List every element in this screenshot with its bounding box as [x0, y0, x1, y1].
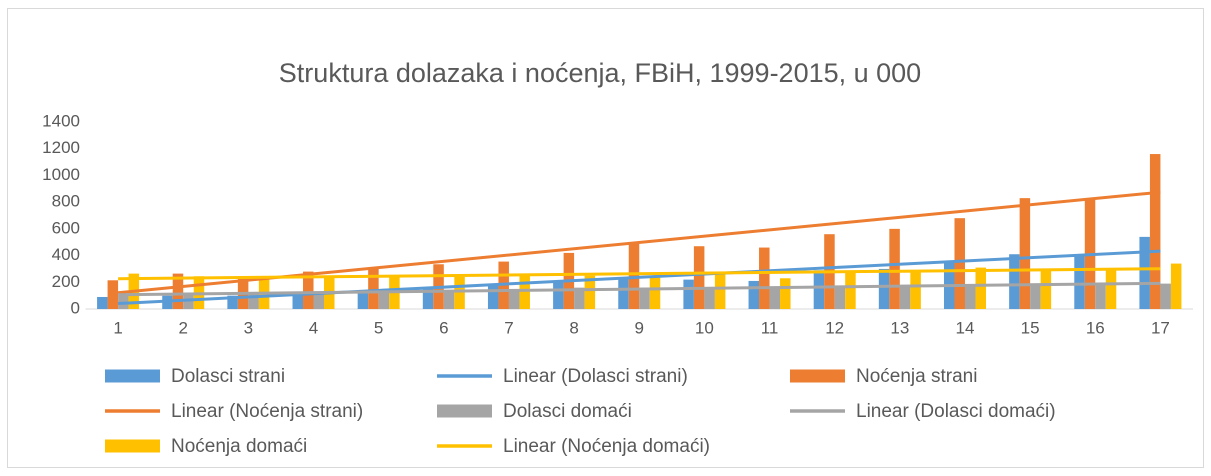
bar: [313, 292, 325, 309]
bar: [422, 288, 434, 309]
x-tick-label: 14: [956, 318, 975, 337]
bar: [584, 275, 596, 309]
bar: [1019, 198, 1031, 309]
y-tick-label: 800: [52, 192, 80, 211]
x-tick-label: 5: [374, 318, 383, 337]
bar: [954, 218, 965, 309]
bar: [769, 288, 781, 309]
x-tick-label: 17: [1151, 318, 1170, 337]
bar: [1160, 283, 1171, 309]
x-tick-label: 6: [439, 318, 448, 337]
bar: [834, 286, 846, 309]
bar: [639, 287, 650, 309]
x-tick-label: 4: [309, 318, 318, 337]
bar: [1170, 263, 1182, 309]
bar: [1149, 154, 1161, 309]
bar: [683, 279, 694, 309]
bar: [1074, 254, 1085, 309]
bar: [845, 272, 856, 309]
x-tick-label: 9: [635, 318, 644, 337]
bar: [519, 275, 530, 309]
legend-label: Linear (Noćenja domaći): [503, 436, 710, 457]
bar: [1139, 236, 1150, 309]
y-tick-label: 1000: [42, 165, 80, 184]
bar: [889, 228, 900, 309]
bar: [759, 247, 770, 309]
bar: [1030, 284, 1041, 309]
bar: [357, 291, 369, 309]
trendline: [117, 249, 1161, 306]
legend-swatch: [790, 369, 845, 383]
bar: [693, 246, 705, 309]
bar: [303, 271, 314, 309]
legend-label: Noćenja domaći: [171, 436, 307, 457]
bar: [248, 294, 259, 309]
bar: [443, 290, 455, 309]
legend-label: Dolasci strani: [171, 366, 285, 387]
chart-border: [7, 8, 1204, 468]
bar: [183, 294, 194, 309]
bar: [378, 291, 390, 309]
bar: [618, 278, 629, 309]
bar: [368, 268, 379, 309]
bar: [649, 276, 661, 309]
bar: [704, 288, 715, 309]
bar: [878, 268, 890, 309]
bar: [107, 280, 119, 309]
x-tick-label: 13: [890, 318, 909, 337]
bar: [97, 296, 108, 309]
bar: [292, 294, 304, 309]
trendline: [118, 281, 1161, 297]
bar: [748, 280, 760, 309]
chart-title: Struktura dolazaka i noćenja, FBiH, 1999…: [279, 58, 921, 88]
legend-swatch: [437, 404, 492, 418]
legend-label: Linear (Dolasci strani): [503, 366, 688, 387]
legend-label: Dolasci domaći: [503, 401, 632, 422]
y-tick-label: 0: [71, 298, 80, 317]
bar: [574, 287, 585, 309]
x-tick-label: 2: [178, 318, 187, 337]
bar: [227, 295, 238, 309]
x-tick-label: 15: [1021, 318, 1040, 337]
x-tick-label: 8: [569, 318, 578, 337]
x-tick-label: 1: [113, 318, 122, 337]
bar: [780, 278, 791, 309]
legend-label: Noćenja strani: [856, 366, 977, 387]
bar: [714, 272, 726, 309]
bar: [1009, 254, 1020, 309]
legend-swatch: [105, 439, 160, 453]
y-tick-label: 400: [52, 245, 80, 264]
legend-label: Linear (Noćenja strani): [171, 401, 363, 422]
bar: [553, 280, 564, 309]
bar: [899, 286, 911, 309]
y-tick-label: 1200: [42, 138, 80, 157]
bar: [1105, 270, 1117, 309]
bar: [508, 288, 520, 309]
bar: [813, 270, 825, 309]
bar: [975, 267, 986, 309]
trendline: [118, 267, 1161, 281]
x-tick-label: 10: [695, 318, 714, 337]
x-tick-label: 7: [504, 318, 513, 337]
legend-label: Linear (Dolasci domaći): [856, 401, 1056, 422]
bar: [1095, 284, 1106, 309]
bar: [964, 285, 976, 309]
y-tick-label: 200: [52, 272, 80, 291]
bar: [1040, 268, 1052, 309]
bar: [487, 284, 499, 309]
y-tick-label: 1400: [42, 111, 80, 130]
bar: [910, 271, 921, 309]
x-tick-label: 11: [761, 318, 779, 337]
y-tick-label: 600: [52, 218, 80, 237]
legend-swatch: [105, 369, 160, 383]
bar: [454, 276, 465, 309]
x-tick-label: 3: [244, 318, 253, 337]
x-tick-label: 16: [1086, 318, 1105, 337]
bar: [172, 273, 184, 309]
x-tick-label: 12: [825, 318, 844, 337]
